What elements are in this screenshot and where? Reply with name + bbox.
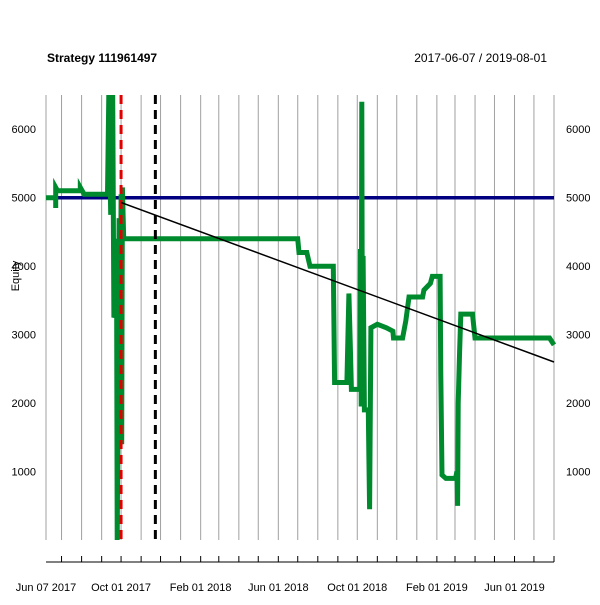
chart-date-range: 2017-06-07 / 2019-08-01	[414, 51, 547, 65]
y-tick-label-right: 1000	[566, 467, 590, 479]
y-tick-label-right: 5000	[566, 193, 590, 205]
y-axis-label: Equity	[10, 260, 22, 292]
x-tick-label: Jun 01 2018	[248, 582, 309, 594]
y-tick-label-right: 2000	[566, 398, 590, 410]
trend-line	[120, 201, 555, 363]
y-tick-label-right: 6000	[566, 124, 590, 136]
x-tick-label: Feb 01 2018	[170, 582, 232, 594]
y-tick-label-right: 4000	[566, 261, 590, 273]
x-tick-label: Jun 01 2019	[484, 582, 545, 594]
y-tick-label-left: 1000	[12, 467, 36, 479]
x-tick-label: Feb 01 2019	[406, 582, 468, 594]
x-tick-label: Jun 07 2017	[16, 582, 77, 594]
x-tick-label: Oct 01 2017	[91, 582, 151, 594]
y-tick-label-right: 3000	[566, 330, 590, 342]
y-tick-label-left: 6000	[12, 124, 36, 136]
y-tick-label-left: 3000	[12, 330, 36, 342]
equity-series-line	[46, 94, 557, 541]
y-tick-label-left: 4000	[12, 261, 36, 273]
y-tick-label-left: 2000	[12, 398, 36, 410]
chart-title: Strategy 111961497	[47, 51, 158, 65]
x-tick-label: Oct 01 2018	[327, 582, 387, 594]
y-tick-label-left: 5000	[12, 193, 36, 205]
